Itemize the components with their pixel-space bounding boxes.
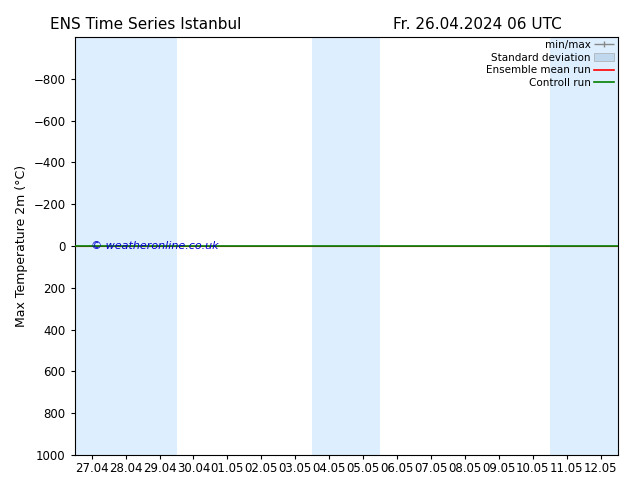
Text: © weatheronline.co.uk: © weatheronline.co.uk xyxy=(91,241,219,251)
Bar xyxy=(75,37,108,455)
Bar xyxy=(346,37,380,455)
Text: Fr. 26.04.2024 06 UTC: Fr. 26.04.2024 06 UTC xyxy=(393,17,562,32)
Y-axis label: Max Temperature 2m (°C): Max Temperature 2m (°C) xyxy=(15,165,28,327)
Bar xyxy=(143,37,176,455)
Bar xyxy=(584,37,618,455)
Bar xyxy=(550,37,584,455)
Legend: min/max, Standard deviation, Ensemble mean run, Controll run: min/max, Standard deviation, Ensemble me… xyxy=(484,38,616,90)
Bar xyxy=(312,37,346,455)
Text: ENS Time Series Istanbul: ENS Time Series Istanbul xyxy=(49,17,241,32)
Bar xyxy=(108,37,143,455)
